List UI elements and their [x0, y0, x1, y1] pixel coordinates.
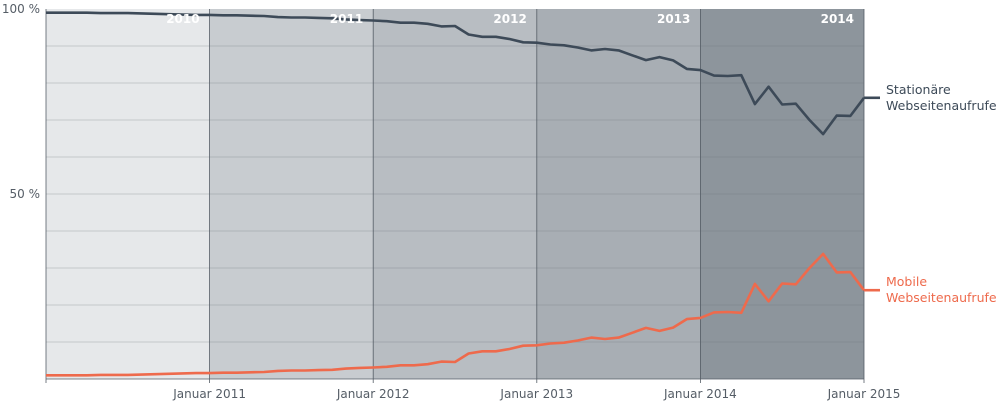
- band-year-label: 2012: [493, 12, 526, 26]
- series-line-0: [46, 11, 866, 136]
- x-tick-label: Januar 2014: [663, 387, 737, 401]
- y-tick-label: 50 %: [10, 187, 41, 201]
- x-tick-label: Januar 2015: [827, 387, 901, 401]
- band-year-label: 2013: [657, 12, 690, 26]
- series-label: Stationäre: [886, 82, 951, 97]
- band-year-label: 2010: [166, 12, 199, 26]
- x-tick-label: Januar 2011: [172, 387, 246, 401]
- band-year-label: 2011: [330, 12, 363, 26]
- x-tick-label: Januar 2013: [499, 387, 573, 401]
- series-label: Webseitenaufrufe: [886, 290, 997, 305]
- x-tick-label: Januar 2012: [336, 387, 410, 401]
- series-label: Mobile: [886, 274, 927, 289]
- band-year-label: 2014: [821, 12, 854, 26]
- series-line-1: [46, 252, 866, 377]
- gridlines: [45, 9, 865, 383]
- y-tick-label: 100 %: [2, 2, 40, 16]
- series-label: Webseitenaufrufe: [886, 98, 997, 113]
- series-lines: [46, 11, 880, 377]
